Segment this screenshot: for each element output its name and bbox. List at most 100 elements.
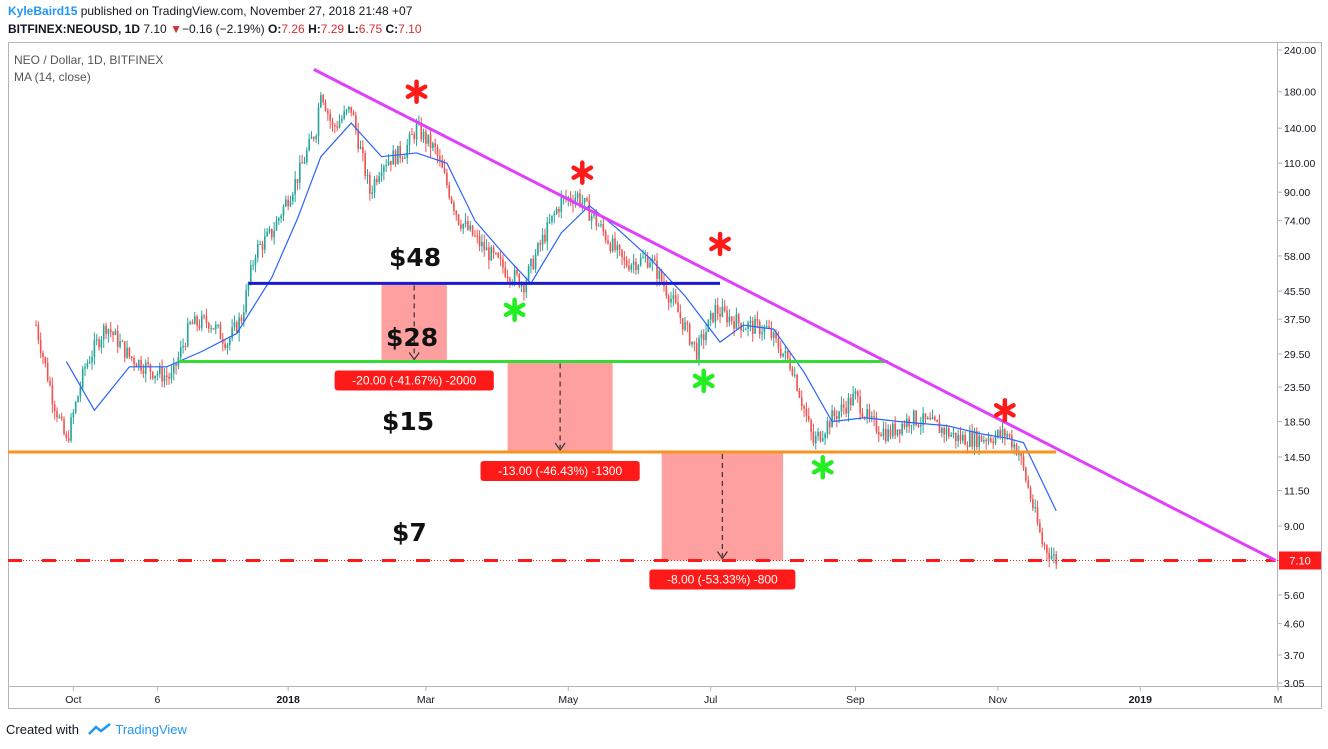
candle-body bbox=[217, 324, 219, 326]
candle-body bbox=[259, 243, 261, 245]
time-tick-label: Oct bbox=[65, 694, 81, 706]
footer-created-with: Created with bbox=[6, 722, 79, 737]
candle-body bbox=[189, 322, 191, 324]
candle-body bbox=[602, 224, 605, 232]
candle-body bbox=[42, 353, 44, 358]
star-stroke bbox=[692, 373, 715, 389]
candle-body bbox=[646, 257, 649, 268]
candle-body bbox=[450, 197, 453, 203]
candle-body bbox=[1015, 444, 1018, 455]
candle-body bbox=[336, 126, 338, 128]
candle-body bbox=[644, 257, 647, 259]
candle-body bbox=[656, 260, 658, 279]
candle-body bbox=[653, 258, 656, 261]
star-stroke bbox=[571, 165, 594, 180]
candle-body bbox=[635, 261, 637, 271]
candle-body bbox=[527, 266, 530, 281]
candle-body bbox=[590, 215, 593, 221]
candle-body bbox=[44, 357, 47, 364]
candle-body bbox=[233, 322, 236, 328]
price-tick-label: 14.50 bbox=[1284, 452, 1310, 464]
candle-body bbox=[324, 102, 327, 111]
candle-body bbox=[352, 112, 355, 116]
candle-body bbox=[60, 416, 63, 420]
candle-body bbox=[406, 144, 409, 158]
candle-body bbox=[196, 316, 198, 326]
price-tick-label: 29.50 bbox=[1284, 349, 1310, 361]
candle-body bbox=[488, 247, 490, 261]
candle-body bbox=[623, 257, 626, 261]
candle-body bbox=[114, 330, 117, 336]
candle-body bbox=[383, 166, 385, 173]
candle-body bbox=[600, 224, 602, 226]
star-stroke bbox=[811, 460, 834, 475]
candle-body bbox=[997, 430, 999, 436]
chart-legend-title: NEO / Dollar, 1D, BITFINEX bbox=[14, 53, 164, 67]
candle-body bbox=[100, 339, 103, 348]
candle-body bbox=[835, 415, 838, 419]
candle-body bbox=[616, 244, 619, 251]
candle-body bbox=[812, 431, 815, 444]
candle-body bbox=[990, 438, 992, 442]
candle-body bbox=[46, 363, 49, 381]
low-value: 6.75 bbox=[358, 22, 383, 36]
candle-body bbox=[345, 109, 348, 112]
tradingview-brand[interactable]: TradingView bbox=[88, 722, 187, 737]
candle-body bbox=[469, 225, 472, 230]
publish-text: published on TradingView.com, November 2… bbox=[77, 4, 413, 18]
candle-body bbox=[436, 147, 439, 157]
candle-body bbox=[548, 221, 551, 223]
candle-body bbox=[803, 406, 805, 409]
candle-body bbox=[275, 220, 278, 231]
candle-body bbox=[380, 172, 383, 177]
candle-body bbox=[544, 234, 546, 242]
candle-body bbox=[37, 325, 40, 340]
level-28-label: $28 bbox=[386, 323, 438, 352]
candle-body bbox=[665, 286, 668, 296]
candle-body bbox=[534, 254, 537, 270]
candle-body bbox=[254, 257, 257, 265]
candle-body bbox=[777, 338, 780, 349]
candle-body bbox=[95, 339, 98, 341]
chart-pane[interactable] bbox=[8, 42, 1278, 687]
candle-body bbox=[142, 370, 145, 374]
candle-body bbox=[551, 215, 553, 222]
candle-body bbox=[833, 410, 836, 416]
star-stroke bbox=[993, 403, 1016, 418]
candle-body bbox=[532, 258, 535, 270]
candle-body bbox=[768, 326, 770, 328]
candle-body bbox=[287, 199, 289, 207]
price-axis[interactable] bbox=[1278, 42, 1322, 687]
candle-body bbox=[1050, 555, 1053, 559]
candle-body bbox=[221, 339, 224, 344]
candle-body bbox=[509, 278, 511, 283]
candle-body bbox=[102, 325, 105, 340]
red-star-marker bbox=[993, 398, 1016, 423]
candle-body bbox=[263, 236, 266, 250]
ma-line bbox=[65, 122, 1057, 512]
chart-legend-indicator[interactable]: MA (14, close) bbox=[14, 70, 91, 84]
candle-body bbox=[1046, 545, 1048, 553]
candle-body bbox=[581, 202, 584, 205]
candle-body bbox=[574, 197, 577, 205]
candle-body bbox=[198, 325, 201, 328]
candle-body bbox=[334, 125, 336, 127]
candle-body bbox=[70, 417, 72, 441]
candle-body bbox=[240, 317, 243, 322]
candle-body bbox=[154, 375, 156, 379]
price-change: −0.16 (−2.19%) bbox=[181, 22, 265, 36]
candle-body bbox=[291, 194, 294, 202]
candle-body bbox=[49, 380, 51, 386]
candle-body bbox=[448, 185, 451, 198]
candle-body bbox=[378, 176, 381, 183]
candle-body bbox=[357, 129, 360, 149]
time-axis[interactable] bbox=[8, 687, 1322, 709]
candle-body bbox=[576, 193, 579, 198]
candle-body bbox=[518, 273, 521, 287]
candle-body bbox=[63, 419, 65, 435]
candle-body bbox=[299, 162, 301, 183]
candle-body bbox=[632, 261, 635, 265]
candle-body bbox=[502, 258, 504, 268]
candle-body bbox=[723, 306, 726, 311]
author-link[interactable]: KyleBaird15 bbox=[8, 4, 78, 18]
